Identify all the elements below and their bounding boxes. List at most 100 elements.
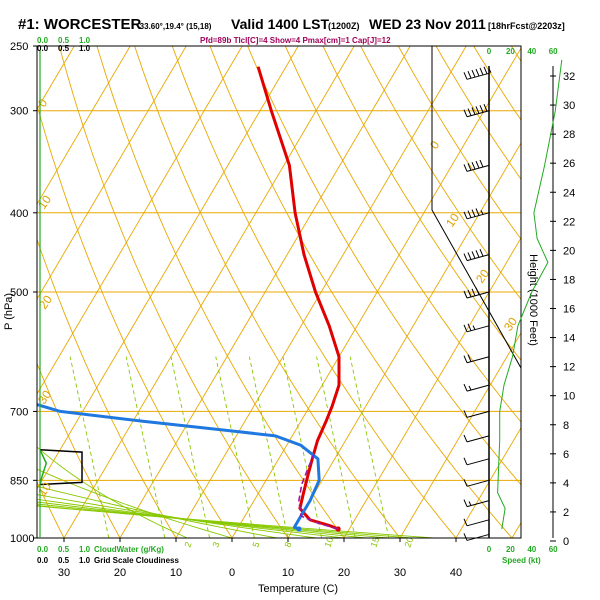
dry-adiabat [58, 46, 289, 538]
zulu-time: (1200Z) [328, 21, 360, 31]
height-tick-label: 12 [563, 362, 575, 374]
height-tick-label: 32 [563, 71, 575, 83]
wind-barb-feather [479, 105, 484, 113]
temp-tick-label: 10 [170, 567, 182, 579]
wind-barb-feather [463, 499, 468, 507]
dry-adiabat [209, 46, 513, 538]
wind-barb [466, 479, 490, 487]
chart-header: #1: WORCESTER -33.60°,19.4° (15,18) Vali… [18, 16, 565, 45]
speed-tick-top: 40 [527, 47, 536, 56]
mixing-ratio-label: 8 [282, 541, 293, 549]
series-dewpoint [37, 402, 321, 531]
wind-barb [466, 533, 490, 541]
wind-barb-feather [463, 164, 468, 172]
cloud-top-tick: 0.0 [37, 36, 49, 45]
height-tick-label: 26 [563, 158, 575, 170]
valid-time: Valid 1400 LST [231, 16, 329, 32]
wind-barb-feather [471, 251, 476, 259]
speed-tick-top: 0 [487, 47, 492, 56]
wind-barb-half [488, 68, 492, 73]
wind-barb-feather [463, 211, 468, 220]
cloud-line [39, 449, 83, 486]
wind-barb [466, 410, 490, 418]
wind-barb [466, 519, 490, 527]
cloud-top-tick: 1.0 [79, 36, 91, 45]
height-tick-label: 6 [563, 449, 569, 461]
dry-adiabat [284, 46, 521, 423]
cloud-line [39, 449, 48, 485]
mixing-ratio-line [170, 356, 211, 538]
isotherm [568, 46, 600, 538]
dry-adiabat [510, 46, 521, 62]
cloud-top-tick-black: 0.5 [58, 44, 70, 53]
pressure-tick-label: 250 [10, 41, 28, 53]
cloud-bottom-tick: 0.5 [58, 545, 70, 554]
wind-barb-feather [463, 410, 468, 418]
wind-profile [463, 59, 563, 541]
temp-tick-label: 40 [450, 567, 462, 579]
isotherm [511, 521, 521, 538]
height-tick-label: 10 [563, 391, 575, 403]
height-tick-label: 22 [563, 216, 575, 228]
temp-tick-label: 30 [394, 567, 406, 579]
wind-barb-feather [475, 68, 480, 77]
wind-barb-feather [463, 324, 468, 333]
station-coords: -33.60°,19.4° (15,18) [137, 22, 212, 31]
mixing-ratio-label: 5 [250, 541, 261, 549]
wind-barb-feather [463, 383, 468, 392]
height-tick-label: 24 [563, 187, 575, 199]
wind-barb-feather [467, 289, 472, 298]
cloud-top-tick: 0.5 [58, 36, 70, 45]
valid-date: WED 23 Nov 2011 [369, 16, 486, 32]
dry-adiabat [587, 46, 600, 538]
height-tick-label: 18 [563, 274, 575, 286]
mixing-ratio-line [69, 356, 110, 538]
cloud-bottom-tick: 0.0 [37, 545, 49, 554]
cloud-top-tick-black: 1.0 [79, 44, 91, 53]
pressure-tick-label: 300 [10, 106, 28, 118]
moist-adiabat [37, 468, 233, 538]
temp-tick-label: 20 [338, 567, 350, 579]
wind-barb-feather [479, 159, 484, 168]
wind-barb-feather [475, 250, 480, 258]
mixing-ratio-label: 20 [402, 536, 415, 549]
dry-adiabat [171, 46, 457, 538]
isotherm [37, 46, 131, 205]
isotherm [399, 332, 521, 538]
wind-barb-feather [463, 253, 468, 261]
wind-barb-feather [463, 355, 468, 363]
wind-barb-half [468, 385, 472, 391]
pressure-tick-label: 1000 [10, 533, 34, 545]
wind-barb-feather [463, 457, 468, 466]
series-parcel [298, 453, 339, 530]
wind-barb-half [480, 210, 484, 215]
dry-adiabat [37, 480, 65, 538]
wind-barb-feather [467, 252, 472, 260]
wind-barb-feather [475, 160, 480, 169]
wind-barb [466, 435, 490, 443]
adiabat-label: 0 [427, 138, 442, 152]
moist-adiabat [37, 485, 277, 538]
dry-adiabat [37, 237, 177, 538]
sounding-series [37, 66, 341, 532]
cloud-top-tick-black: 0.0 [37, 44, 49, 53]
height-tick-label: 14 [563, 333, 575, 345]
temp-tick-label: 10 [282, 567, 294, 579]
wind-barb-feather [483, 104, 488, 112]
mixing-ratio-label: 10 [322, 536, 335, 549]
surface-point-dewpoint [296, 526, 302, 532]
background-grid [37, 46, 600, 538]
y-axis-label: P (hPa) [3, 293, 15, 330]
dry-adiabat [322, 46, 521, 362]
speed-tick-bottom: 20 [506, 545, 515, 554]
wind-barb-feather [471, 69, 476, 78]
wind-barb-feather [463, 72, 468, 80]
mixing-ratio-line [349, 356, 390, 538]
cloud-profile [39, 449, 83, 486]
dry-adiabat [397, 46, 521, 240]
adiabat-label: 10 [35, 479, 54, 498]
mixing-ratio-line [248, 356, 289, 538]
wind-barb-feather [467, 71, 472, 79]
mixing-ratio-line [215, 356, 255, 538]
